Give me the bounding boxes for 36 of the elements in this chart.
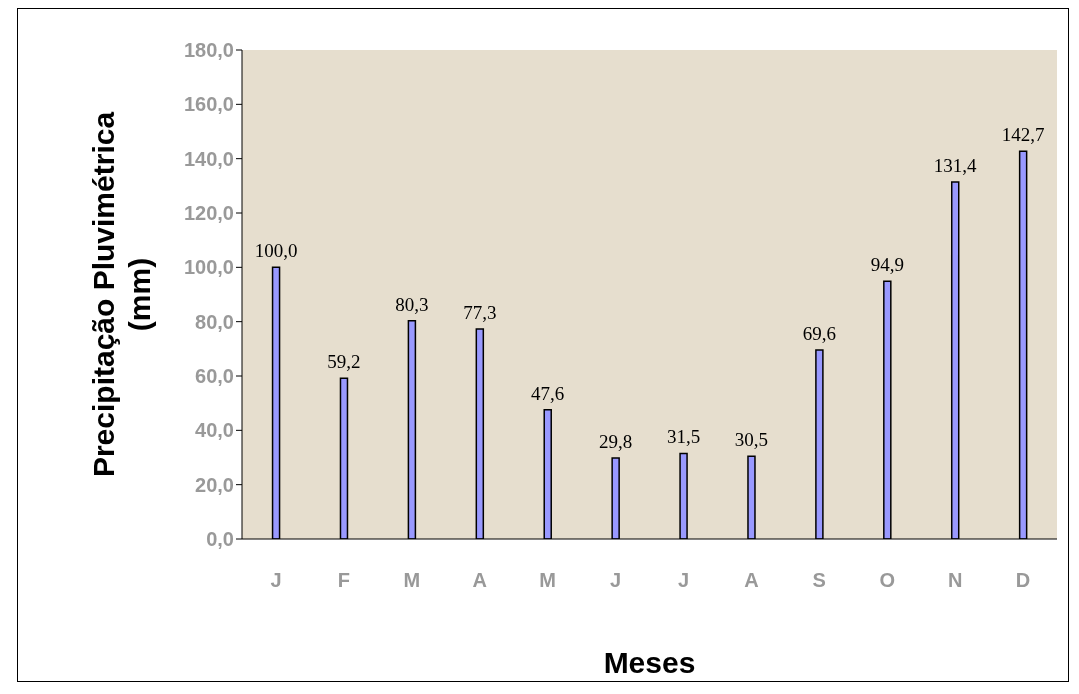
x-tick-label: A [744,569,759,592]
y-tick-label: 100,0 [183,256,234,279]
y-tick-label: 80,0 [195,310,234,333]
x-tick-label: N [947,569,963,592]
data-label: 100,0 [254,240,298,262]
y-tick-label: 160,0 [183,93,234,116]
x-tick-label: M [403,569,421,592]
y-tick-label: 140,0 [183,147,234,170]
x-tick-label: A [472,569,487,592]
y-axis-title: Precipitação Pluvimétrica (mm) [87,111,156,478]
x-tick-label: O [879,569,895,592]
y-tick-label: 60,0 [195,365,234,388]
x-tick-label: J [270,569,282,592]
data-label: 77,3 [463,302,497,323]
data-label: 30,5 [734,429,769,451]
x-axis-title: Meses [603,646,696,679]
y-tick-label: 0,0 [206,528,234,551]
x-tick-label: J [609,569,622,592]
data-label: 131,4 [933,155,978,177]
x-tick-label: D [1015,569,1031,592]
data-label: 94,9 [870,254,904,276]
y-tick-label: 180,0 [183,39,234,62]
data-label: 69,6 [802,322,837,344]
x-tick-label: M [539,569,556,592]
data-label: 59,2 [327,351,361,373]
data-label: 142,7 [1001,124,1045,146]
data-label: 47,6 [531,382,565,404]
y-tick-label: 20,0 [195,473,234,496]
x-tick-label: S [812,569,826,592]
data-label: 31,5 [666,426,701,448]
x-tick-label: F [337,569,350,592]
y-tick-label: 120,0 [183,202,234,225]
data-label: 80,3 [395,293,429,315]
data-label: 29,8 [599,431,633,453]
y-tick-label: 40,0 [195,419,234,442]
x-tick-label: J [677,569,690,592]
